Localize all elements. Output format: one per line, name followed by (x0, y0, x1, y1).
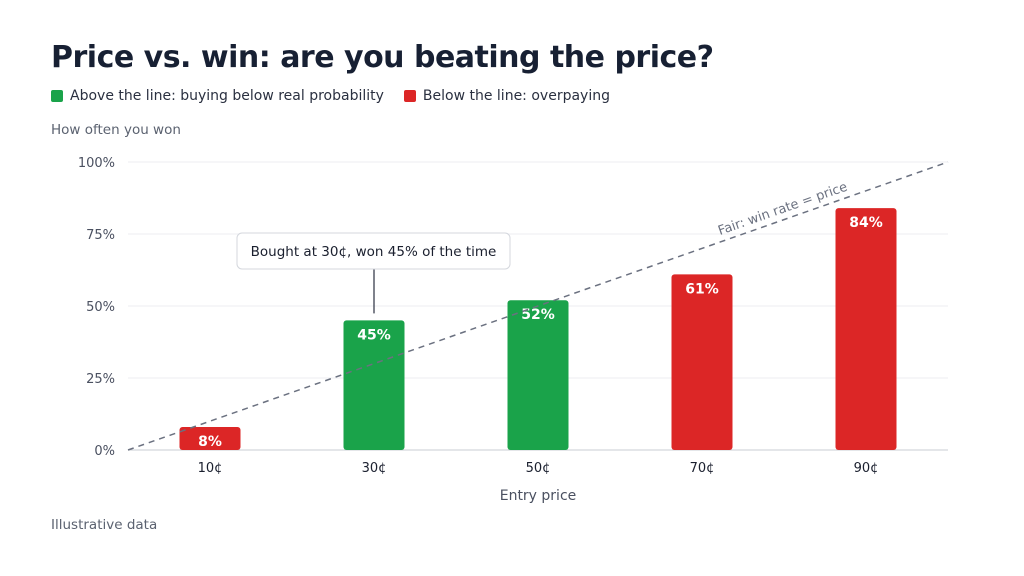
legend-item-above: Above the line: buying below real probab… (51, 88, 384, 104)
bar-value-label: 52% (521, 307, 555, 323)
y-axis-title: How often you won (51, 122, 181, 138)
y-tick-label: 50% (86, 300, 115, 315)
footnote: Illustrative data (51, 517, 158, 533)
y-tick-label: 0% (94, 444, 115, 459)
bar-value-label: 8% (198, 434, 222, 450)
y-tick-label: 100% (78, 156, 115, 171)
callout-box (236, 232, 511, 270)
bar (343, 320, 405, 450)
legend-item-below: Below the line: overpaying (403, 88, 610, 104)
callout-text: Bought at 30¢, won 45% of the time (251, 244, 497, 260)
legend-label-above: Above the line: buying below real probab… (70, 88, 384, 104)
fair-line-label: Fair: win rate = price (716, 180, 849, 239)
bar (179, 426, 241, 450)
legend: Above the line: buying below real probab… (51, 88, 630, 104)
bar-value-label: 61% (685, 281, 719, 297)
bar (507, 300, 569, 450)
fair-line (127, 161, 949, 451)
legend-swatch-above (51, 90, 63, 102)
x-tick-label: 30¢ (362, 461, 387, 476)
legend-swatch-below (403, 90, 416, 102)
y-tick-label: 25% (86, 372, 115, 387)
bar (835, 208, 897, 450)
y-tick-label: 75% (86, 228, 115, 243)
bar (671, 274, 733, 450)
bar-value-label: 45% (357, 327, 391, 343)
bar-value-label: 84% (849, 215, 883, 231)
legend-label-below: Below the line: overpaying (422, 88, 610, 104)
x-tick-label: 10¢ (198, 461, 223, 476)
x-axis-title: Entry price (500, 488, 577, 504)
x-tick-label: 70¢ (690, 461, 715, 476)
x-tick-label: 90¢ (854, 461, 879, 476)
x-tick-label: 50¢ (526, 461, 551, 476)
chart-title: Price vs. win: are you beating the price… (51, 40, 714, 75)
